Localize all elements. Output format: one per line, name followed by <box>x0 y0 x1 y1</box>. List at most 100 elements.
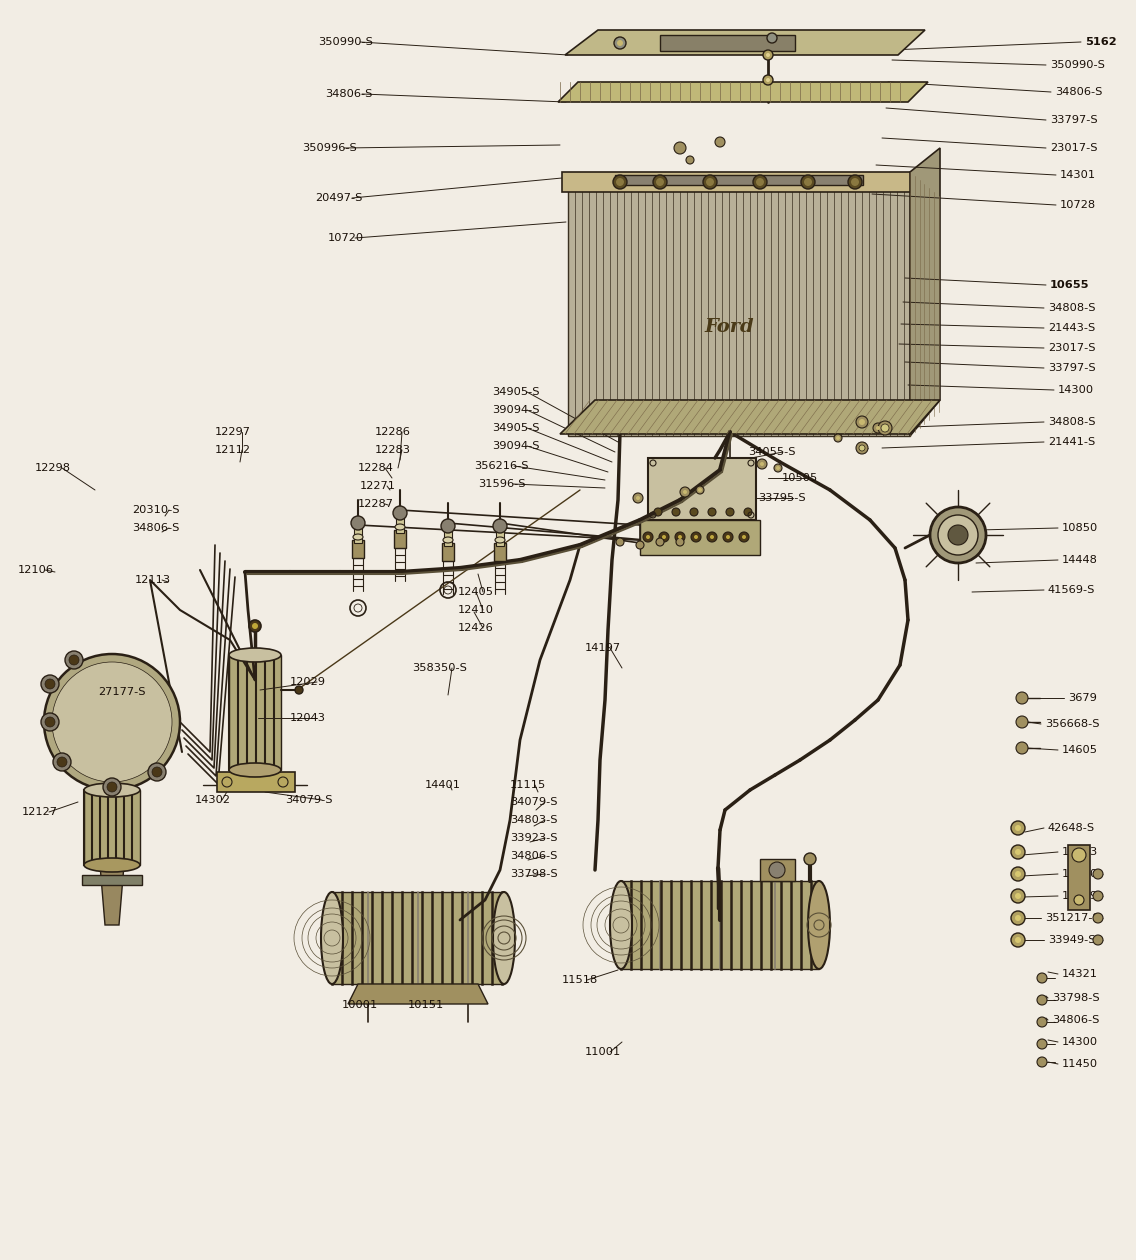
Bar <box>660 35 795 50</box>
Text: 10151: 10151 <box>408 1000 444 1011</box>
Circle shape <box>694 536 698 539</box>
Ellipse shape <box>229 764 281 777</box>
Text: 11113: 11113 <box>1062 847 1099 857</box>
Bar <box>82 874 142 885</box>
Circle shape <box>643 532 653 542</box>
Text: 33797-S: 33797-S <box>1049 363 1095 373</box>
Circle shape <box>613 37 626 49</box>
Text: 350996-S: 350996-S <box>302 142 357 152</box>
Circle shape <box>1011 845 1025 859</box>
Circle shape <box>1093 914 1103 924</box>
Bar <box>442 543 454 561</box>
Polygon shape <box>558 82 928 102</box>
Circle shape <box>393 507 407 520</box>
Bar <box>229 655 281 770</box>
Circle shape <box>646 536 650 539</box>
Circle shape <box>680 488 690 496</box>
Circle shape <box>351 517 365 530</box>
Bar <box>760 859 795 881</box>
Circle shape <box>882 425 889 432</box>
Text: 12426: 12426 <box>458 622 494 633</box>
Circle shape <box>1011 932 1025 948</box>
Text: 34905-S: 34905-S <box>492 387 540 397</box>
Text: 12112: 12112 <box>215 445 251 455</box>
Text: 10850: 10850 <box>1062 523 1099 533</box>
Text: 10655: 10655 <box>1050 280 1089 290</box>
Circle shape <box>45 679 55 689</box>
Circle shape <box>726 536 730 539</box>
Text: 14300: 14300 <box>1058 386 1094 394</box>
Circle shape <box>857 416 868 428</box>
Text: 350990-S: 350990-S <box>318 37 373 47</box>
Text: 34808-S: 34808-S <box>1049 302 1095 312</box>
Circle shape <box>65 651 83 669</box>
Text: 12286: 12286 <box>375 427 411 437</box>
Circle shape <box>1014 915 1021 921</box>
Circle shape <box>57 757 67 767</box>
Circle shape <box>851 178 859 186</box>
Text: 34808-S: 34808-S <box>1049 417 1095 427</box>
Circle shape <box>41 713 59 731</box>
Text: 14302: 14302 <box>195 795 231 805</box>
Bar <box>496 528 504 546</box>
Text: 39094-S: 39094-S <box>492 441 540 451</box>
Text: 34806-S: 34806-S <box>1055 87 1102 97</box>
Text: 31596-S: 31596-S <box>478 479 526 489</box>
Circle shape <box>613 175 627 189</box>
Circle shape <box>107 782 117 793</box>
Bar <box>615 175 863 185</box>
Circle shape <box>633 493 643 503</box>
Text: 20310-S: 20310-S <box>132 505 179 515</box>
Text: 33797-S: 33797-S <box>1050 115 1097 125</box>
Text: 34806-S: 34806-S <box>132 523 179 533</box>
Circle shape <box>636 541 644 549</box>
Circle shape <box>766 53 770 57</box>
Ellipse shape <box>495 537 506 543</box>
Circle shape <box>103 777 122 796</box>
Circle shape <box>1016 716 1028 728</box>
Text: 27177-S: 27177-S <box>98 687 145 697</box>
Text: 20497-S: 20497-S <box>315 193 362 203</box>
Bar <box>621 881 819 969</box>
Circle shape <box>707 532 717 542</box>
Text: 3679: 3679 <box>1068 693 1097 703</box>
Circle shape <box>726 508 734 517</box>
Circle shape <box>740 532 749 542</box>
Text: 12127: 12127 <box>22 806 58 816</box>
Text: 12043: 12043 <box>290 713 326 723</box>
Text: 356668-S: 356668-S <box>1045 719 1100 730</box>
Circle shape <box>249 620 261 633</box>
Text: 14401: 14401 <box>425 780 461 790</box>
Circle shape <box>1014 825 1021 832</box>
Ellipse shape <box>395 524 406 530</box>
Text: 12271: 12271 <box>360 481 396 491</box>
Text: 12106: 12106 <box>18 564 55 575</box>
Circle shape <box>715 137 725 147</box>
Circle shape <box>295 685 303 694</box>
Circle shape <box>763 50 772 60</box>
Text: 34803-S: 34803-S <box>510 815 558 825</box>
Circle shape <box>857 442 868 454</box>
Circle shape <box>766 78 770 82</box>
Bar <box>394 530 406 548</box>
Ellipse shape <box>229 648 281 662</box>
Polygon shape <box>100 866 124 925</box>
Circle shape <box>616 538 624 546</box>
Text: 14605: 14605 <box>1062 745 1099 755</box>
Circle shape <box>636 496 640 500</box>
Circle shape <box>876 426 880 430</box>
Circle shape <box>152 767 162 777</box>
Circle shape <box>1011 890 1025 903</box>
Polygon shape <box>565 30 925 55</box>
Circle shape <box>655 178 665 186</box>
Circle shape <box>755 178 765 186</box>
Circle shape <box>774 464 782 472</box>
Text: Ford: Ford <box>704 318 754 336</box>
Ellipse shape <box>353 534 364 541</box>
Text: 23017-S: 23017-S <box>1050 142 1097 152</box>
Ellipse shape <box>808 881 830 969</box>
Circle shape <box>742 536 746 539</box>
Circle shape <box>801 175 815 189</box>
Ellipse shape <box>493 892 515 984</box>
Bar <box>494 543 506 561</box>
